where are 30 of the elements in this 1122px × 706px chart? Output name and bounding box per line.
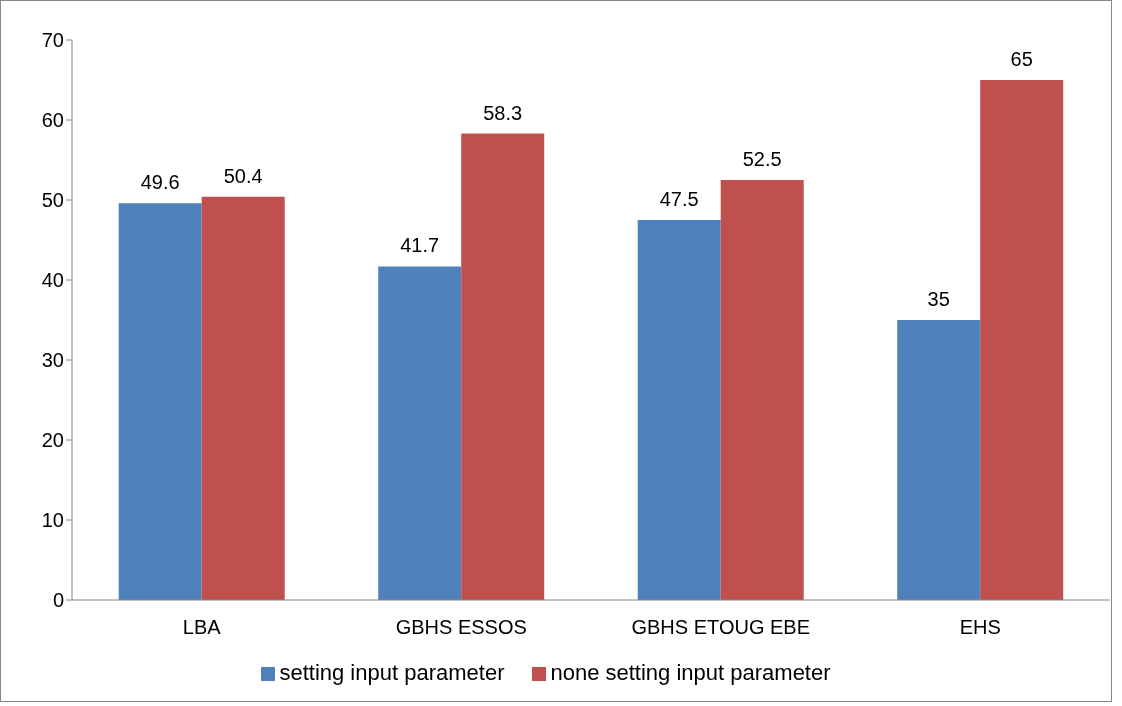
- y-tick-label: 40: [41, 269, 64, 292]
- data-label: 41.7: [400, 234, 440, 257]
- bar: [720, 180, 804, 600]
- data-label: 50.4: [223, 164, 263, 187]
- bar: [201, 196, 285, 600]
- data-label: 52.5: [742, 148, 782, 170]
- bar: [378, 266, 462, 600]
- legend-label: setting input parameter: [279, 660, 505, 685]
- y-tick-label: 30: [41, 349, 64, 372]
- bar: [461, 133, 545, 600]
- bar: [980, 80, 1064, 600]
- y-tick-label: 70: [41, 29, 64, 52]
- y-tick-label: 50: [41, 189, 64, 212]
- data-label: 49.6: [140, 171, 180, 194]
- bar: [637, 220, 721, 600]
- y-tick-label: 10: [41, 509, 64, 532]
- x-tick-label: EHS: [959, 616, 1001, 639]
- data-label: 47.5: [659, 188, 699, 210]
- bar: [118, 203, 202, 600]
- legend-label: none setting input parameter: [550, 660, 831, 685]
- data-label: 58.3: [483, 101, 523, 124]
- y-tick-label: 0: [52, 589, 64, 612]
- y-tick-label: 20: [41, 429, 64, 452]
- data-label: 35: [927, 288, 950, 310]
- bar: [897, 320, 981, 600]
- x-tick-label: GBHS ETOUG EBE: [631, 616, 811, 639]
- x-tick-label: GBHS ESSOS: [395, 616, 527, 639]
- data-label: 65: [1010, 48, 1033, 70]
- x-tick-label: LBA: [182, 616, 222, 639]
- y-tick-label: 60: [41, 109, 64, 132]
